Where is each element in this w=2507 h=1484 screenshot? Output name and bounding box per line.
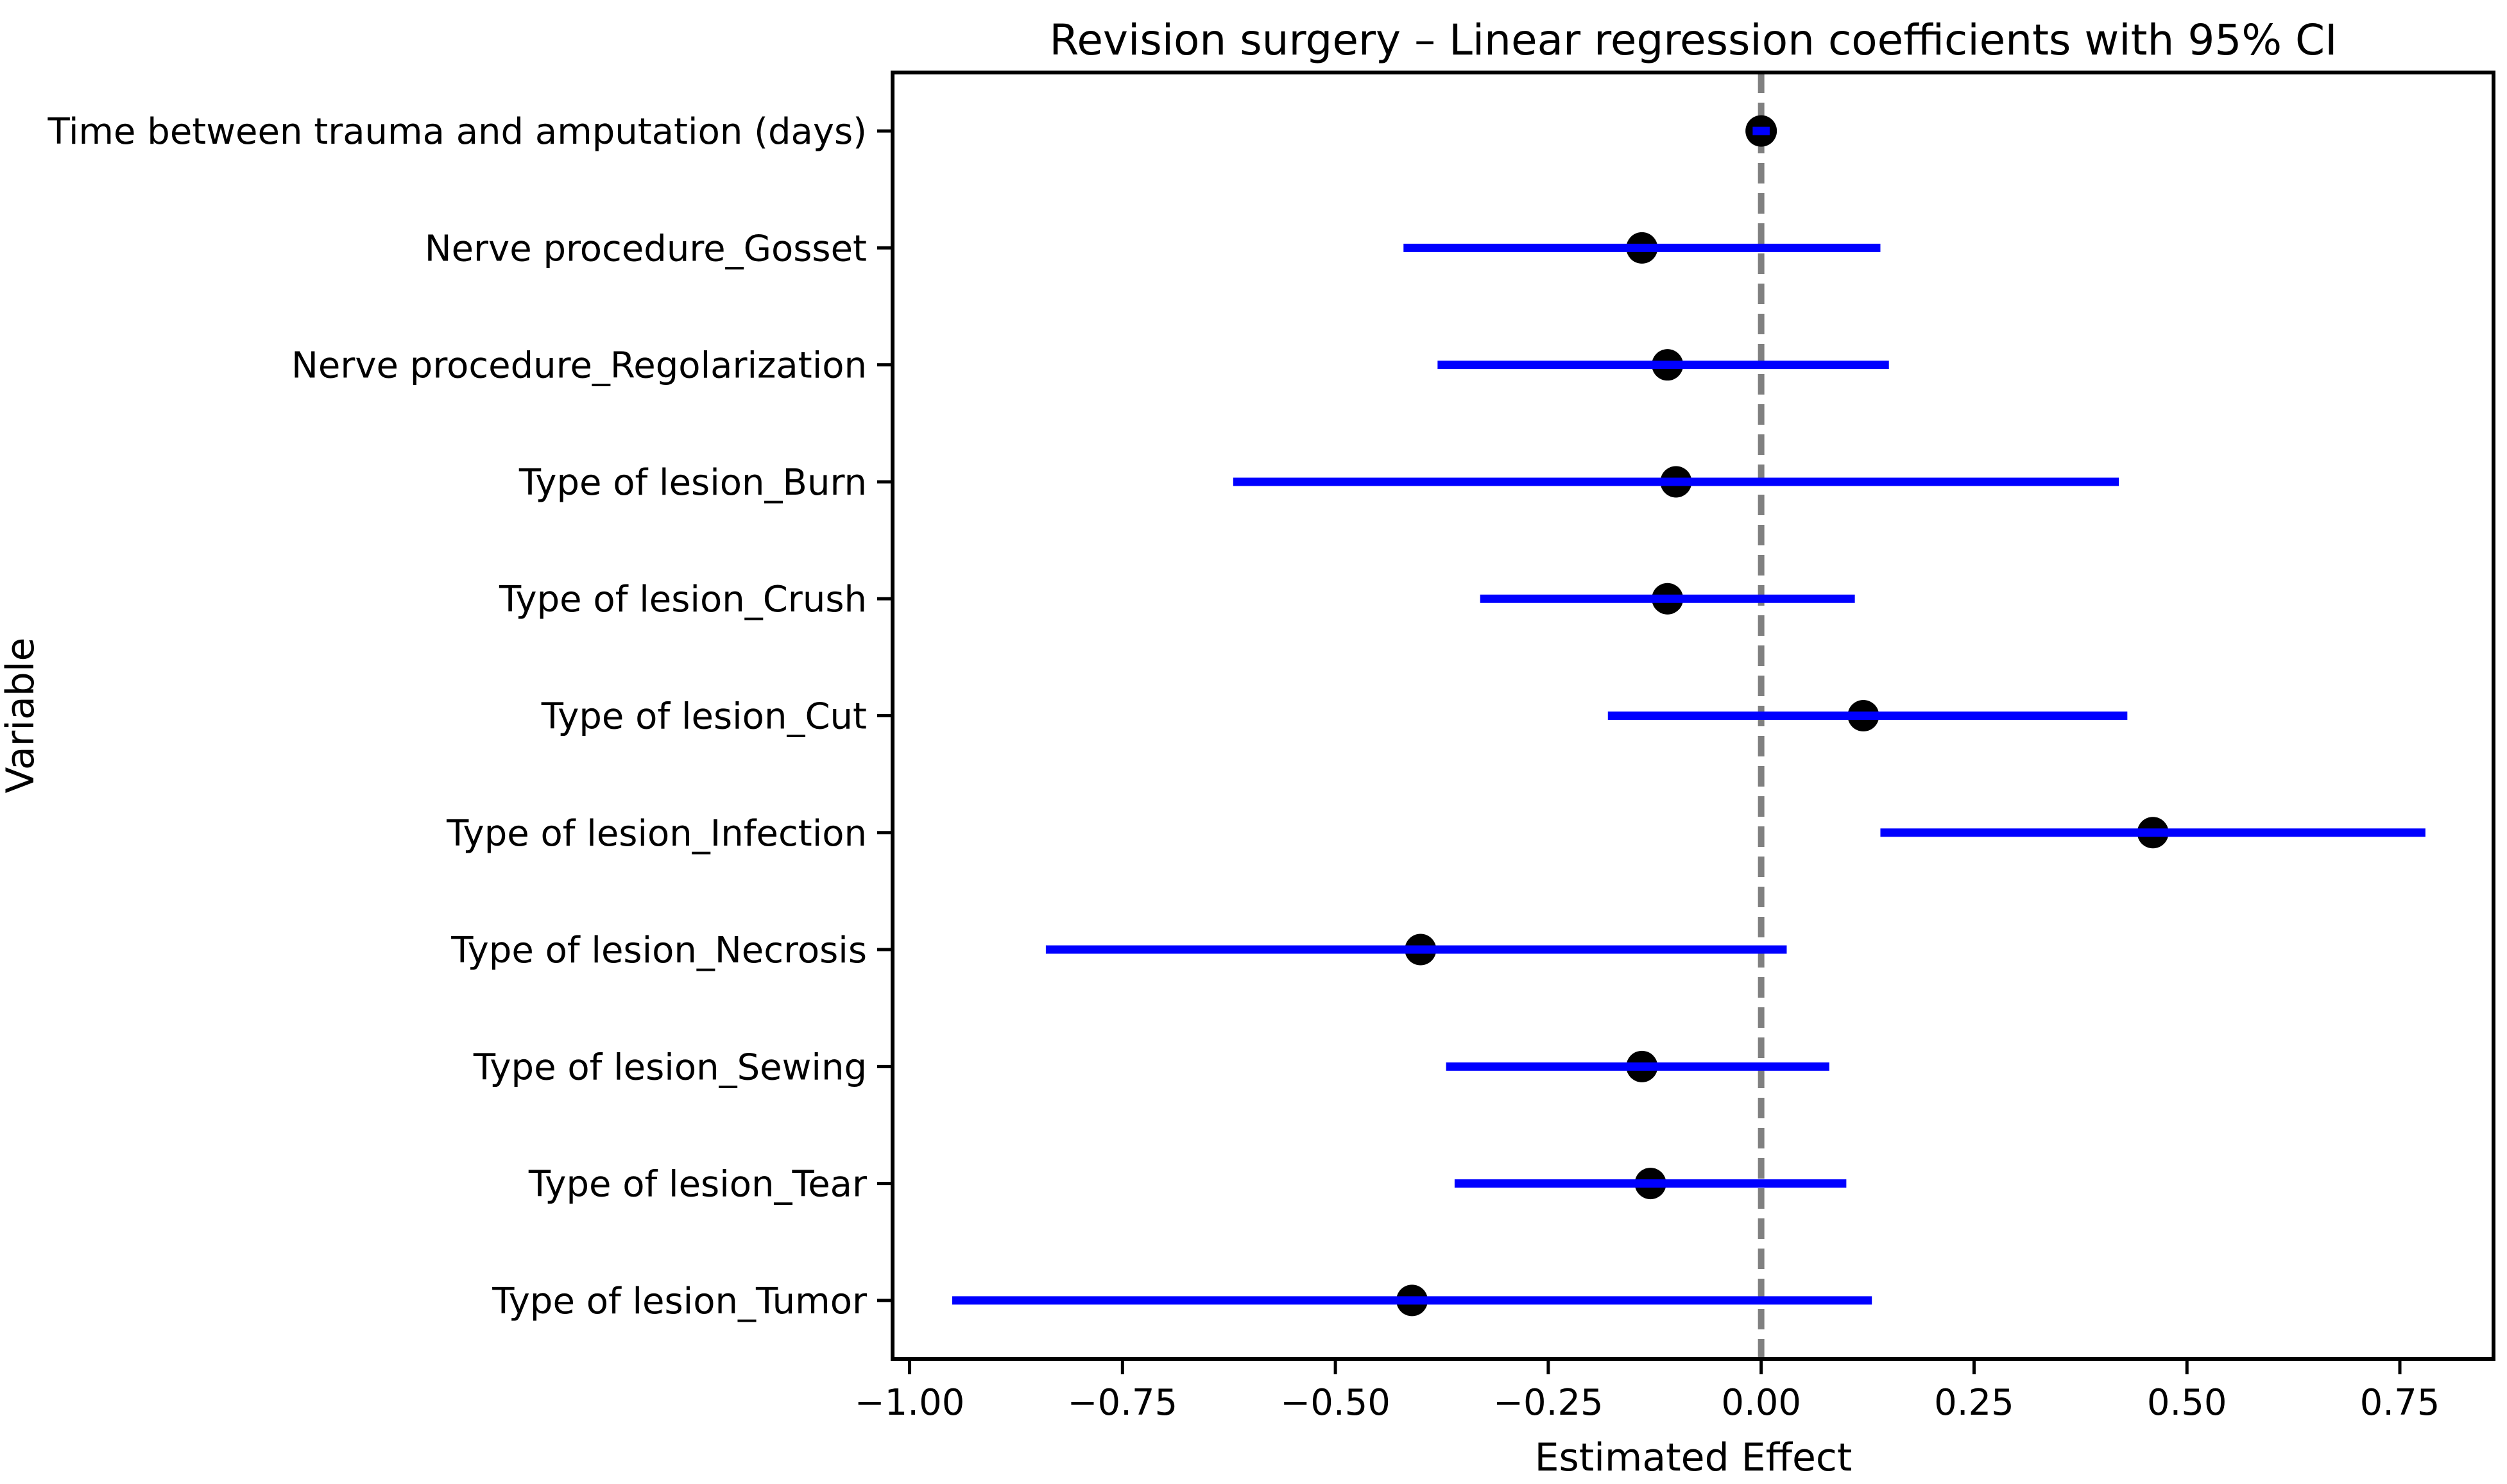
x-tick-label: −0.50: [1280, 1382, 1390, 1424]
x-tick-label: −0.25: [1493, 1382, 1604, 1424]
x-axis-label: Estimated Effect: [1535, 1435, 1852, 1480]
x-tick-label: −0.75: [1068, 1382, 1178, 1424]
chart-title: Revision surgery – Linear regression coe…: [1049, 15, 2337, 65]
y-tick-label: Nerve procedure_Regolarization: [291, 345, 867, 387]
y-tick-label: Type of lesion_Tumor: [492, 1281, 868, 1322]
plot-frame: [891, 71, 2495, 1361]
y-tick-label: Type of lesion_Sewing: [473, 1046, 867, 1088]
x-tick-label: 0.50: [2147, 1382, 2227, 1424]
y-axis-label: Variable: [0, 638, 43, 794]
ci-line-layer: [952, 126, 2426, 1305]
x-tick-label: −1.00: [855, 1382, 965, 1424]
y-tick-label: Time between trauma and amputation (days…: [47, 111, 867, 153]
y-tick-label: Type of lesion_Infection: [446, 813, 867, 855]
y-tick-label: Nerve procedure_Gosset: [425, 228, 867, 269]
x-tick-label: 0.25: [1934, 1382, 2014, 1424]
y-tick-label: Type of lesion_Necrosis: [450, 930, 867, 971]
x-tick-label: 0.00: [1721, 1382, 1801, 1424]
x-tick-label: 0.75: [2360, 1382, 2440, 1424]
y-tick-label: Type of lesion_Cut: [541, 696, 867, 738]
y-tick-label: Type of lesion_Tear: [528, 1164, 868, 1206]
y-tick-label: Type of lesion_Burn: [518, 462, 867, 504]
y-tick-label: Type of lesion_Crush: [499, 579, 867, 620]
axis-layer: −1.00 −0.75 −0.50 −0.25 0.00 0.25 0.50 0.75 Time…: [47, 111, 2440, 1424]
